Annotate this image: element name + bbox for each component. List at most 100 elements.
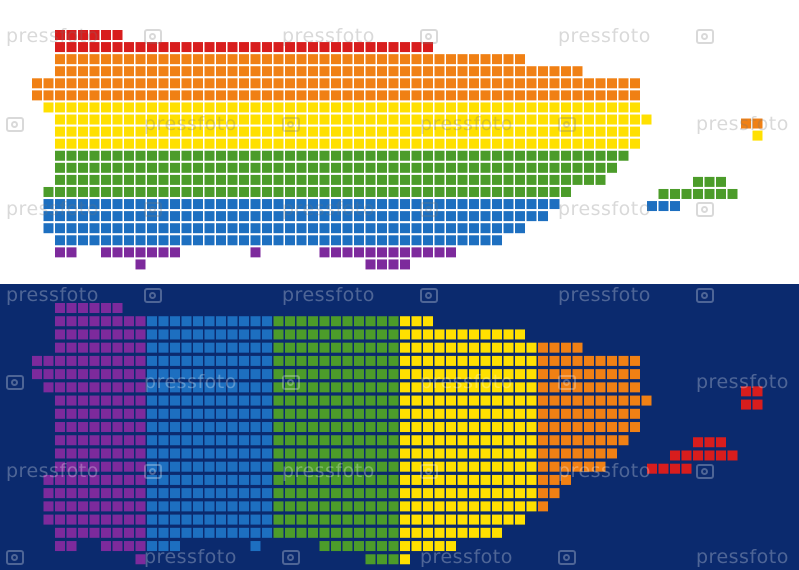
pixel-cell (285, 150, 295, 161)
pixel-cell (216, 422, 226, 433)
pixel-cell (400, 329, 410, 340)
pixel-cell (262, 66, 272, 77)
pixel-cell (147, 42, 157, 53)
pixel-cell (365, 150, 376, 161)
pixel-cell (365, 42, 376, 53)
pixel-cell (124, 211, 134, 222)
pixel-cell (354, 42, 364, 53)
pixel-cell (101, 90, 111, 101)
pixel-cell (273, 42, 284, 53)
pixel-cell (181, 78, 192, 89)
pixel-cell (227, 369, 238, 380)
pixel-cell (158, 355, 169, 366)
pixel-cell (377, 541, 387, 552)
islet-cell (658, 201, 669, 212)
pixel-cell (296, 369, 307, 380)
pixel-cell (308, 90, 318, 101)
pixel-cell (549, 422, 560, 433)
pixel-cell (239, 78, 249, 89)
pixel-cell (411, 66, 422, 77)
pixel-cell (331, 211, 341, 222)
pixel-cell (43, 355, 54, 366)
pixel-cell (457, 435, 468, 446)
pixel-cell (354, 78, 364, 89)
pixel-cell (480, 395, 491, 406)
pixel-cell (572, 435, 583, 446)
pixel-cell (135, 247, 146, 258)
pixel-cell (469, 435, 479, 446)
pixel-cell (446, 162, 456, 173)
pixel-cell (411, 355, 422, 366)
pixel-cell (285, 102, 295, 113)
pixel-cell (135, 541, 146, 552)
pixel-cell (319, 501, 330, 512)
pixel-cell (446, 488, 456, 499)
pixel-cell (434, 199, 445, 210)
pixel-cell (365, 247, 376, 258)
pixel-cell (101, 527, 111, 538)
pixel-cell (561, 461, 571, 472)
pixel-cell (526, 186, 537, 197)
pixel-cell (526, 199, 537, 210)
pixel-cell (480, 54, 491, 65)
pixel-cell (308, 461, 318, 472)
pixel-cell (331, 138, 341, 149)
pixel-cell (469, 186, 479, 197)
pixel-cell (469, 78, 479, 89)
pixel-cell (377, 259, 387, 270)
pixel-cell (549, 342, 560, 353)
pixel-cell (469, 114, 479, 125)
pixel-cell (492, 90, 502, 101)
pixel-cell (124, 316, 134, 327)
pixel-cell (239, 211, 249, 222)
pixel-cell (434, 138, 445, 149)
pixel-cell (595, 114, 606, 125)
pixel-cell (250, 488, 261, 499)
pixel-cell (365, 235, 376, 246)
pixel-cell (342, 342, 353, 353)
pixel-cell (365, 66, 376, 77)
pixel-cell (216, 395, 226, 406)
pixel-cell (135, 422, 146, 433)
pixel-cell (273, 448, 284, 459)
pixel-cell (457, 355, 468, 366)
pixel-cell (250, 54, 261, 65)
pixel-cell (101, 138, 111, 149)
pixel-cell (388, 541, 399, 552)
pixel-cell (538, 211, 548, 222)
pixel-cell (630, 422, 640, 433)
pixel-cell (55, 199, 65, 210)
pixel-cell (273, 527, 284, 538)
pixel-cell (354, 66, 364, 77)
pixel-cell (538, 355, 548, 366)
pixel-cell (411, 382, 422, 393)
pixel-cell (446, 54, 456, 65)
pixel-cell (112, 174, 123, 185)
pixel-cell (216, 78, 226, 89)
pixel-cell (446, 355, 456, 366)
pixel-cell (503, 114, 514, 125)
pixel-cell (457, 114, 468, 125)
pixel-cell (262, 235, 272, 246)
pixel-cell (262, 42, 272, 53)
pixel-cell (170, 114, 180, 125)
pixel-cell (89, 395, 100, 406)
pixel-cell (423, 329, 433, 340)
islet-cell (681, 463, 692, 474)
pixel-cell (296, 408, 307, 419)
pixel-cell (526, 435, 537, 446)
pixel-cell (170, 211, 180, 222)
pixel-cell (101, 30, 111, 40)
pixel-cell (400, 461, 410, 472)
pixel-cell (55, 42, 65, 53)
pixel-cell (89, 316, 100, 327)
pixel-cell (112, 247, 123, 258)
pixel-cell (112, 474, 123, 485)
pixel-cell (434, 126, 445, 137)
pixel-cell (319, 369, 330, 380)
pixel-cell (561, 66, 571, 77)
pixel-cell (250, 102, 261, 113)
pixel-cell (572, 408, 583, 419)
pixel-cell (434, 382, 445, 393)
pixel-cell (365, 408, 376, 419)
